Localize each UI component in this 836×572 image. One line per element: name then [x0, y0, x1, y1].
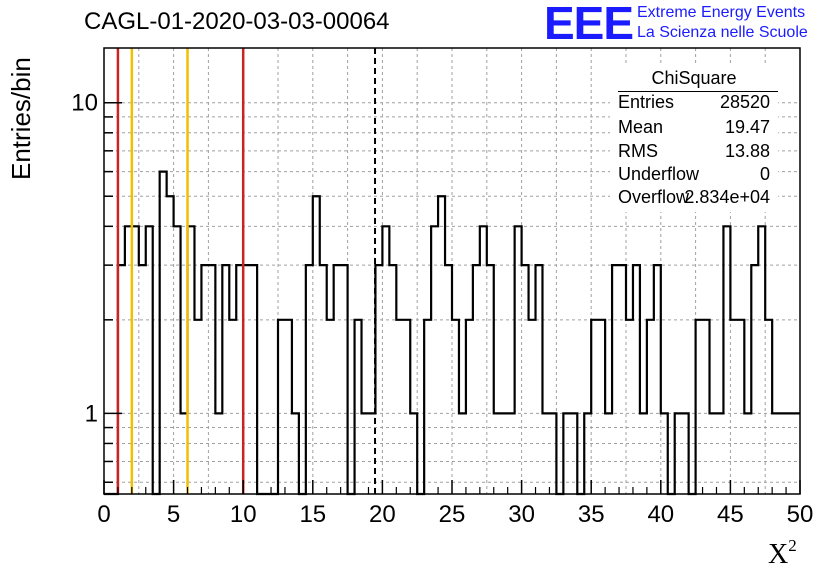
stats-value: 28520	[719, 92, 770, 112]
stats-key: Underflow	[618, 164, 700, 184]
x-tick-label: 50	[787, 501, 814, 528]
stats-value: 0	[759, 164, 770, 184]
stats-title: ChiSquare	[651, 68, 737, 88]
x-tick-label: 40	[647, 501, 674, 528]
x-tick-label: 10	[230, 501, 257, 528]
stats-key: RMS	[618, 141, 658, 161]
stats-key: Overflow	[618, 187, 690, 207]
x-tick-label: 35	[578, 501, 605, 528]
stats-value: 2.834e+04	[684, 187, 770, 207]
x-tick-label: 20	[369, 501, 396, 528]
stats-divider	[618, 91, 778, 92]
y-tick-label: 1	[85, 400, 98, 427]
stats-value: 13.88	[724, 141, 770, 161]
stats-row-underflow: Underflow 0	[618, 164, 770, 186]
x-tick-label: 45	[717, 501, 744, 528]
chart-title: CAGL-01-2020-03-03-00064	[84, 8, 390, 35]
x-tick-label: 15	[299, 501, 326, 528]
logo-mark: EEE	[544, 0, 634, 49]
stats-row-mean: Mean 19.47	[618, 117, 770, 139]
x-tick-label: 5	[167, 501, 180, 528]
stats-row-overflow: Overflow 2.834e+04	[618, 187, 770, 209]
x-axis-label: X2	[768, 536, 797, 571]
stats-value: 19.47	[724, 117, 770, 137]
y-tick-label: 10	[71, 90, 98, 117]
x-tick-label: 30	[508, 501, 535, 528]
stats-box: ChiSquare Entries 28520 Mean 19.47 RMS 1…	[610, 66, 778, 212]
stats-key: Mean	[618, 117, 664, 137]
x-tick-label: 25	[439, 501, 466, 528]
x-axis-label-sup: 2	[788, 536, 797, 555]
stats-row-rms: RMS 13.88	[618, 141, 770, 163]
stats-row-entries: Entries 28520	[618, 92, 770, 114]
x-tick-label: 0	[97, 501, 110, 528]
logo-line-2: La Scienza nelle Scuole	[637, 24, 808, 41]
stats-key: Entries	[618, 92, 675, 112]
logo-line-1: Extreme Energy Events	[637, 4, 806, 21]
x-axis-label-base: X	[768, 539, 789, 570]
